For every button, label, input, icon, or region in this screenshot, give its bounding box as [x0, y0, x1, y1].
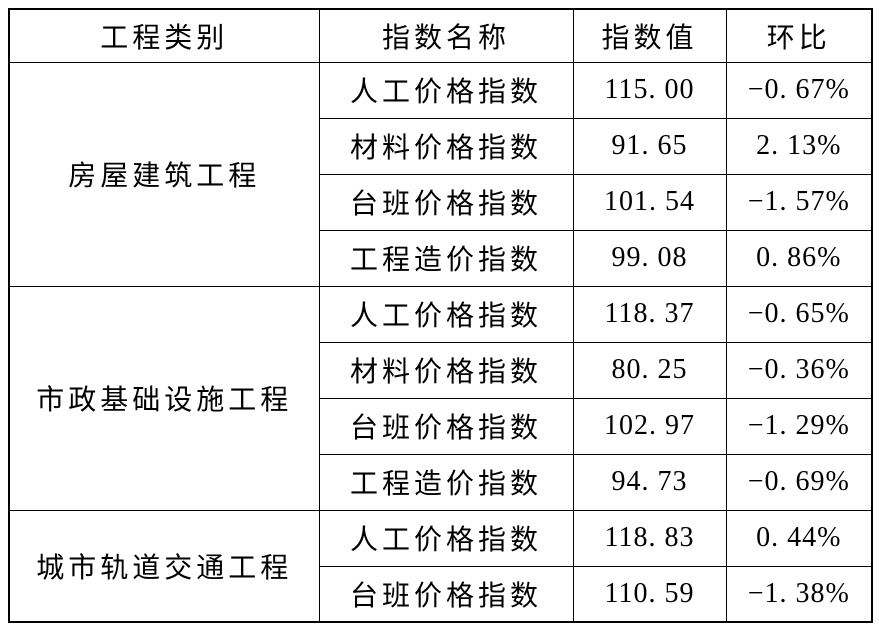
header-index-value: 指数值 [572, 8, 727, 63]
index-name-cell: 工程造价指数 [318, 229, 574, 287]
index-name-cell: 人工价格指数 [318, 285, 574, 343]
category-cell-rail: 城市轨道交通工程 [8, 509, 320, 623]
mom-cell: 0. 44% [725, 509, 873, 567]
mom-cell: 0. 86% [725, 229, 873, 287]
table-row: 市政基础设施工程 人工价格指数 118. 37 −0. 65% [8, 285, 873, 511]
price-index-table: 工程类别 指数名称 指数值 环比 房屋建筑工程 人工价格指数 115. 00 −… [8, 8, 873, 623]
index-value-cell: 80. 25 [572, 341, 727, 399]
mom-cell: −1. 29% [725, 397, 873, 455]
mom-cell: −1. 57% [725, 173, 873, 231]
table-row: 材料价格指数 91. 65 2. 13% [9, 117, 873, 175]
mom-cell: −0. 69% [725, 453, 873, 511]
table-row: 台班价格指数 102. 97 −1. 29% [9, 397, 873, 455]
index-value-cell: 91. 65 [572, 117, 727, 175]
mom-cell: 2. 13% [725, 117, 873, 175]
index-value-cell: 118. 83 [572, 509, 727, 567]
mom-cell: −0. 67% [725, 61, 873, 119]
index-name-cell: 人工价格指数 [318, 61, 574, 119]
table-row: 材料价格指数 80. 25 −0. 36% [9, 341, 873, 399]
index-name-cell: 台班价格指数 [318, 397, 574, 455]
index-value-cell: 118. 37 [572, 285, 727, 343]
index-name-cell: 材料价格指数 [318, 117, 574, 175]
table-row: 城市轨道交通工程 人工价格指数 118. 83 0. 44% [8, 509, 873, 623]
index-name-cell: 材料价格指数 [318, 341, 574, 399]
index-value-cell: 110. 59 [572, 565, 727, 623]
category-cell-building: 房屋建筑工程 [8, 61, 320, 287]
index-value-cell: 94. 73 [572, 453, 727, 511]
index-value-cell: 115. 00 [572, 61, 727, 119]
index-name-cell: 台班价格指数 [318, 173, 574, 231]
index-name-cell: 工程造价指数 [318, 453, 574, 511]
table-row: 房屋建筑工程 人工价格指数 115. 00 −0. 67% [8, 61, 873, 287]
index-name-cell: 人工价格指数 [318, 509, 574, 567]
header-row: 工程类别 指数名称 指数值 环比 [8, 8, 873, 63]
index-value-cell: 102. 97 [572, 397, 727, 455]
mom-cell: −1. 38% [725, 565, 873, 623]
mom-cell: −0. 36% [725, 341, 873, 399]
index-value-cell: 99. 08 [572, 229, 727, 287]
table-row: 工程造价指数 94. 73 −0. 69% [9, 453, 873, 511]
index-value-cell: 101. 54 [572, 173, 727, 231]
category-cell-municipal: 市政基础设施工程 [8, 285, 320, 511]
mom-cell: −0. 65% [725, 285, 873, 343]
header-project-category: 工程类别 [8, 8, 320, 63]
table-row: 台班价格指数 110. 59 −1. 38% [9, 565, 873, 623]
header-index-name: 指数名称 [318, 8, 574, 63]
header-mom: 环比 [725, 8, 873, 63]
index-name-cell: 台班价格指数 [318, 565, 574, 623]
